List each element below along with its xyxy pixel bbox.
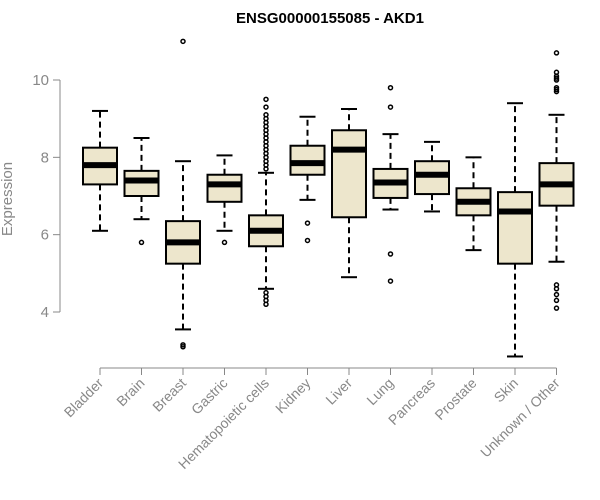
boxes bbox=[82, 38, 575, 358]
x-tick-label: Bladder bbox=[61, 375, 107, 421]
outlier-point bbox=[263, 112, 269, 118]
outlier-point bbox=[553, 86, 560, 93]
y-tick-label: 8 bbox=[41, 149, 49, 166]
outlier-point bbox=[553, 84, 560, 91]
x-tick-label: Kidney bbox=[272, 375, 314, 417]
outlier-point bbox=[263, 289, 269, 296]
outlier-point bbox=[180, 342, 186, 348]
outlier-point bbox=[553, 282, 560, 288]
x-tick-label: Liver bbox=[322, 375, 355, 408]
box-skin bbox=[497, 102, 533, 358]
outlier-point bbox=[553, 69, 560, 76]
y-axis-label: Expression bbox=[0, 162, 16, 236]
outlier-point bbox=[553, 297, 560, 304]
outlier-point bbox=[553, 305, 560, 311]
box-bladder bbox=[82, 109, 118, 232]
outlier-point bbox=[304, 220, 311, 226]
outlier-point bbox=[553, 291, 560, 298]
y-tick-label: 6 bbox=[41, 227, 49, 244]
box-lung bbox=[372, 84, 409, 284]
outlier-point bbox=[387, 278, 394, 284]
x-tick-label: Skin bbox=[491, 375, 522, 406]
chart-title: ENSG00000155085 - AKD1 bbox=[236, 10, 424, 27]
box-prostate bbox=[455, 156, 492, 252]
outlier-point bbox=[180, 38, 186, 45]
y-tick-label: 10 bbox=[32, 72, 49, 89]
outlier-point bbox=[553, 50, 560, 56]
outlier-point bbox=[138, 239, 145, 246]
outlier-point bbox=[263, 104, 269, 110]
box-hematopoietic-cells bbox=[248, 96, 284, 308]
box-brain bbox=[123, 137, 160, 246]
x-tick-label: Brain bbox=[113, 375, 147, 409]
iqr-box bbox=[497, 191, 533, 265]
iqr-box bbox=[331, 129, 367, 219]
x-tick-label: Prostate bbox=[431, 375, 479, 423]
y-tick-label: 4 bbox=[41, 304, 49, 321]
y-axis: 4 6 8 10 bbox=[32, 72, 61, 321]
outlier-point bbox=[304, 237, 311, 244]
x-tick-label: Lung bbox=[363, 375, 396, 408]
outlier-point bbox=[387, 84, 394, 91]
x-tick-label: Unknown / Other bbox=[477, 375, 563, 461]
box-liver bbox=[331, 108, 367, 279]
outlier-point bbox=[387, 104, 394, 110]
outlier-point bbox=[221, 239, 228, 246]
box-breast bbox=[165, 38, 201, 350]
x-tick-label: Breast bbox=[149, 375, 189, 415]
outlier-point bbox=[180, 344, 186, 350]
box-pancreas bbox=[414, 140, 450, 213]
iqr-box bbox=[206, 173, 243, 203]
box-kidney bbox=[289, 115, 326, 244]
box-unknown-other bbox=[538, 50, 575, 311]
outlier-point bbox=[553, 75, 560, 81]
outlier-point bbox=[263, 96, 269, 103]
outlier-point bbox=[387, 251, 394, 257]
box-gastric bbox=[206, 154, 243, 246]
